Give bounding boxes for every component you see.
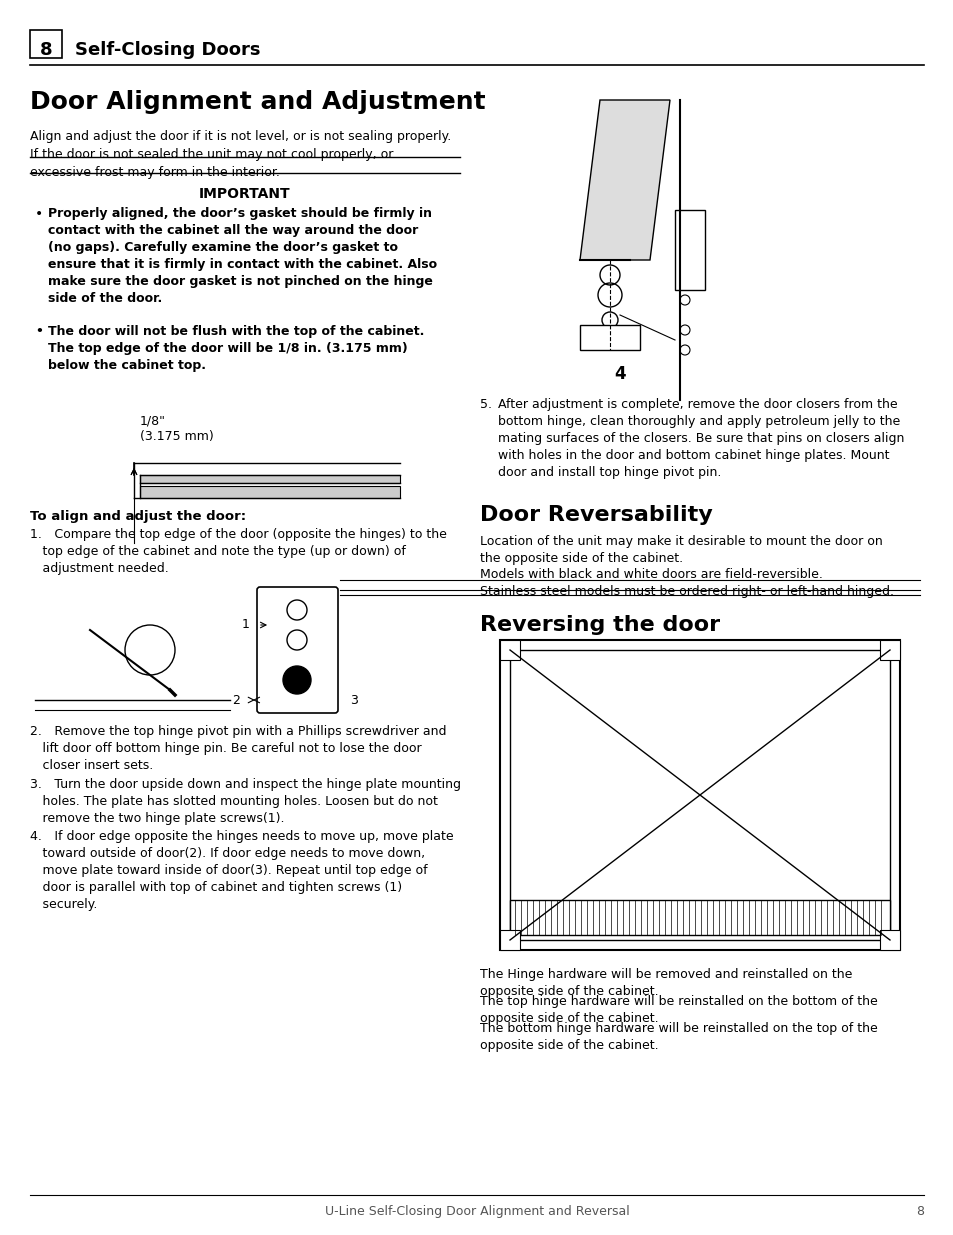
Text: Self-Closing Doors: Self-Closing Doors — [75, 41, 260, 59]
Text: 5.: 5. — [479, 398, 492, 411]
Text: U-Line Self-Closing Door Alignment and Reversal: U-Line Self-Closing Door Alignment and R… — [324, 1205, 629, 1218]
Bar — [879, 640, 899, 659]
FancyBboxPatch shape — [30, 30, 62, 58]
Text: Reversing the door: Reversing the door — [479, 615, 720, 635]
Text: Door Alignment and Adjustment: Door Alignment and Adjustment — [30, 90, 485, 114]
Text: 1/8"
(3.175 mm): 1/8" (3.175 mm) — [140, 415, 213, 443]
Text: Properly aligned, the door’s gasket should be firmly in
contact with the cabinet: Properly aligned, the door’s gasket shou… — [48, 207, 436, 305]
Text: 8: 8 — [40, 41, 52, 59]
Text: Location of the unit may make it desirable to mount the door on
the opposite sid: Location of the unit may make it desirab… — [479, 535, 882, 564]
Bar — [510, 900, 889, 935]
Text: To align and adjust the door:: To align and adjust the door: — [30, 510, 246, 522]
FancyBboxPatch shape — [675, 210, 704, 290]
Bar — [499, 640, 519, 659]
Text: Models with black and white doors are field-reversible.: Models with black and white doors are fi… — [479, 568, 822, 580]
Text: 1. Compare the top edge of the door (opposite the hinges) to the
 top edge of th: 1. Compare the top edge of the door (opp… — [30, 529, 446, 576]
Polygon shape — [140, 475, 399, 483]
Polygon shape — [140, 487, 399, 498]
Text: After adjustment is complete, remove the door closers from the
bottom hinge, cle: After adjustment is complete, remove the… — [497, 398, 903, 479]
Text: IMPORTANT: IMPORTANT — [199, 186, 291, 201]
Text: 4: 4 — [614, 366, 625, 383]
Text: The top hinge hardware will be reinstalled on the bottom of the
opposite side of: The top hinge hardware will be reinstall… — [479, 995, 877, 1025]
Text: 2: 2 — [232, 694, 240, 706]
Bar — [510, 650, 889, 940]
Text: Door Reversability: Door Reversability — [479, 505, 712, 525]
Text: •: • — [35, 325, 43, 338]
FancyBboxPatch shape — [579, 325, 639, 350]
Text: Stainless steel models must be ordered right- or left-hand hinged.: Stainless steel models must be ordered r… — [479, 585, 893, 598]
Text: •: • — [35, 207, 43, 221]
Text: 4. If door edge opposite the hinges needs to move up, move plate
 toward outside: 4. If door edge opposite the hinges need… — [30, 830, 453, 911]
Text: 8: 8 — [915, 1205, 923, 1218]
Bar — [879, 930, 899, 950]
Bar — [499, 640, 899, 950]
Text: The Hinge hardware will be removed and reinstalled on the
opposite side of the c: The Hinge hardware will be removed and r… — [479, 968, 851, 998]
Text: Align and adjust the door if it is not level, or is not sealing properly.
If the: Align and adjust the door if it is not l… — [30, 130, 451, 179]
Text: 3: 3 — [350, 694, 357, 706]
Bar — [499, 930, 519, 950]
Polygon shape — [579, 100, 669, 261]
Text: 1: 1 — [242, 619, 250, 631]
Circle shape — [283, 666, 311, 694]
Text: The door will not be flush with the top of the cabinet.
The top edge of the door: The door will not be flush with the top … — [48, 325, 424, 372]
Text: 2. Remove the top hinge pivot pin with a Phillips screwdriver and
 lift door off: 2. Remove the top hinge pivot pin with a… — [30, 725, 446, 772]
Text: The bottom hinge hardware will be reinstalled on the top of the
opposite side of: The bottom hinge hardware will be reinst… — [479, 1023, 877, 1052]
Text: 3. Turn the door upside down and inspect the hinge plate mounting
 holes. The pl: 3. Turn the door upside down and inspect… — [30, 778, 460, 825]
FancyBboxPatch shape — [256, 587, 337, 713]
